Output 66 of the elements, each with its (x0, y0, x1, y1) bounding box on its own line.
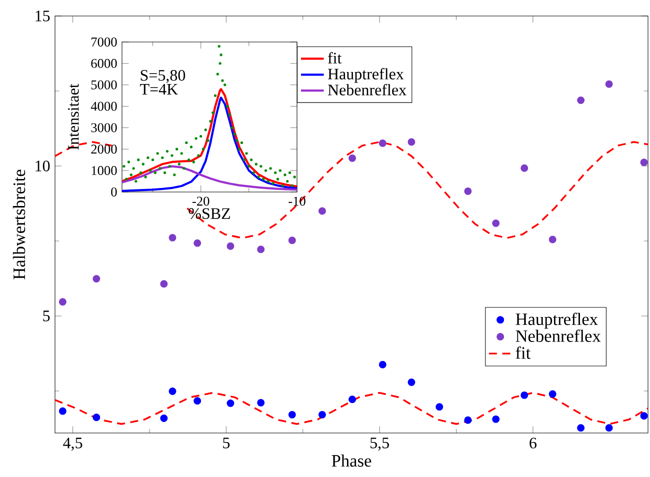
y-tick-label: 6000 (91, 58, 117, 68)
y-tick-label: 2000 (91, 144, 117, 154)
point (605, 424, 613, 432)
point (577, 424, 585, 432)
point (548, 390, 556, 398)
point (160, 414, 168, 422)
point (257, 398, 265, 406)
point (168, 388, 176, 396)
y-tick-label: 10 (36, 160, 50, 172)
point (378, 360, 386, 368)
x-tick-label: -20 (192, 196, 210, 206)
x-tick-label: 4,5 (63, 438, 82, 451)
point (492, 220, 500, 228)
y-tick-label: 5000 (91, 80, 117, 90)
legend-label: Hauptreflex (328, 68, 404, 83)
annotation: T=4K (140, 84, 178, 95)
point (194, 239, 202, 247)
point (520, 164, 528, 172)
x-tick-label: 5,5 (370, 438, 389, 451)
x-axis-title: %SBZ (188, 208, 230, 220)
y-axis-title: Halbwertsbreite (12, 170, 26, 280)
legend-label: fit (328, 52, 342, 64)
y-tick-label: 15 (36, 10, 50, 22)
point (288, 236, 296, 244)
legend-label: Nebenreflex (516, 330, 601, 342)
point (464, 187, 472, 195)
point (58, 298, 66, 306)
point (378, 139, 386, 147)
point (520, 391, 528, 399)
point (492, 415, 500, 423)
point (226, 242, 234, 250)
point (318, 410, 326, 418)
point (92, 414, 100, 422)
point (436, 403, 444, 411)
point (348, 396, 356, 404)
y-tick-label: 4000 (90, 102, 117, 111)
point (318, 207, 326, 215)
x-axis-title: Phase (332, 454, 372, 467)
point (408, 138, 416, 146)
point (348, 154, 356, 162)
point (226, 400, 234, 408)
point (408, 378, 416, 386)
legend-label: fit (516, 346, 531, 359)
legend-label: Nebenreflex (328, 84, 406, 96)
y-tick-label: 0 (111, 187, 117, 196)
point (288, 410, 296, 418)
x-tick-label: -10 (288, 196, 306, 206)
point (548, 236, 556, 244)
y-tick-label: 3000 (91, 123, 117, 132)
y-tick-label: 5 (43, 310, 50, 322)
y-tick-label: 1000 (92, 166, 117, 176)
point (92, 275, 100, 283)
point (577, 96, 585, 104)
point (168, 234, 176, 242)
point (58, 407, 66, 415)
y-tick-label: 7000 (92, 38, 117, 46)
x-tick-label: 6 (530, 438, 536, 448)
point (464, 416, 472, 424)
y-axis-title: Intensitaet (68, 84, 79, 150)
point (194, 397, 202, 405)
x-tick-label: 5 (223, 438, 230, 448)
annotation: S=5,80 (140, 70, 186, 84)
point (160, 280, 168, 288)
legend-label: Hauptreflex (516, 312, 598, 329)
point (605, 80, 613, 88)
point (257, 246, 265, 254)
